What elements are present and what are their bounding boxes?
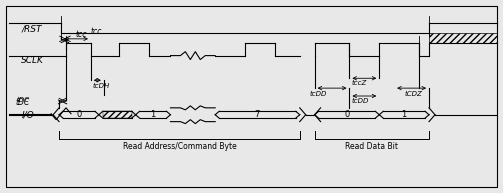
Text: tcc: tcc <box>91 27 103 36</box>
Bar <box>429 33 496 43</box>
Text: /RST: /RST <box>21 25 42 34</box>
Text: tcDH: tcDH <box>93 83 110 89</box>
Text: tcDD: tcDD <box>310 91 327 97</box>
Text: 1: 1 <box>150 110 155 119</box>
Text: Read Data Bit: Read Data Bit <box>345 142 398 151</box>
Text: tcc: tcc <box>76 30 88 39</box>
Text: tCDZ: tCDZ <box>404 91 422 97</box>
Text: 0: 0 <box>345 110 350 119</box>
Text: Read Address/Command Byte: Read Address/Command Byte <box>123 142 236 151</box>
Text: tDC: tDC <box>16 97 29 103</box>
Text: SCLK: SCLK <box>21 56 44 65</box>
Bar <box>103 111 132 118</box>
Text: I/O: I/O <box>21 110 34 119</box>
Text: 1: 1 <box>401 110 407 119</box>
Text: tccZ: tccZ <box>352 80 367 86</box>
Text: tcDD: tcDD <box>352 98 369 104</box>
Text: tDC: tDC <box>15 98 30 108</box>
Text: 7: 7 <box>255 110 260 119</box>
Text: 0: 0 <box>76 110 81 119</box>
